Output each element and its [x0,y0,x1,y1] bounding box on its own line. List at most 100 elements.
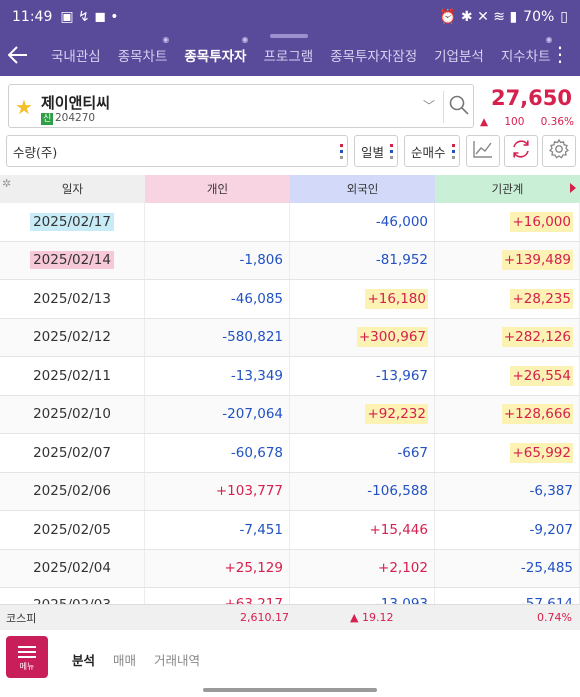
foreign-value: -106,588 [367,483,428,500]
line-chart-icon [472,139,494,163]
table-row[interactable]: 2025/02/17 -46,000 +16,000 [0,203,580,242]
cell-date: 2025/02/14 [0,241,145,279]
foreign-value: +92,232 [365,404,428,425]
header-institution-label: 기관계 [491,182,524,196]
index-percent: 0.74% [537,611,572,624]
cell-institution: +139,489 [435,241,580,279]
tab-company-analysis[interactable]: 기업분석 [434,49,484,65]
table-row[interactable]: 2025/02/05 -7,451 +15,446 -9,207 [0,511,580,550]
stock-selector[interactable]: ★ 제이앤티씨 신 204270 ﹀ [8,84,474,128]
date-value: 2025/02/13 [33,290,111,307]
table-row[interactable]: 2025/02/07 -60,678 -667 +65,992 [0,434,580,473]
cell-institution: +16,000 [435,203,580,241]
star-favorite-icon[interactable]: ★ [15,95,33,119]
cell-date: 2025/02/07 [0,434,145,472]
select-marker-icon [452,144,455,160]
table-row[interactable]: 2025/02/14 -1,806 -81,952 +139,489 [0,241,580,280]
cell-date: 2025/02/11 [0,357,145,395]
cell-individual: -7,451 [145,511,290,549]
table-header: ✲ 일자 개인 외국인 기관계 [0,175,580,203]
table-row[interactable]: 2025/02/04 +25,129 +2,102 -25,485 [0,549,580,588]
filter-controls: 수량(주) 일별 순매수 [6,135,576,167]
cell-institution: +282,126 [435,318,580,356]
foreign-value: +2,102 [378,560,428,577]
cell-foreign: -106,588 [290,472,435,510]
cell-institution: +26,554 [435,357,580,395]
individual-value: -46,085 [230,290,283,307]
individual-value: -1,806 [239,252,283,269]
tab-analysis[interactable]: 분석 [72,653,96,668]
header-foreign[interactable]: 외국인 [290,175,435,203]
table-row[interactable]: 2025/02/12 -580,821 +300,967 +282,126 [0,318,580,357]
tab-index-chart[interactable]: 지수차트 ◉ [501,35,553,65]
table-row[interactable]: 2025/02/10 -207,064 +92,232 +128,666 [0,395,580,434]
table-row-partial[interactable]: 2025/02/03 +63,217 -13,093 -57,614 [0,588,580,614]
refresh-button[interactable] [504,135,538,167]
index-ticker[interactable]: 코스피 2,610.17 ▲ 19.12 0.74% [0,604,580,630]
cell-foreign: +300,967 [290,318,435,356]
institution-value: +65,992 [510,442,573,463]
individual-value: -207,064 [222,406,283,423]
institution-value: +128,666 [501,404,573,425]
search-icon[interactable] [449,95,469,115]
tab-program[interactable]: 프로그램 [263,49,314,65]
header-date[interactable]: ✲ 일자 [0,175,145,203]
index-change: ▲ 19.12 [350,611,393,624]
current-price: 27,650 [490,86,572,110]
individual-value: +103,777 [215,483,283,500]
institution-value: +139,489 [501,250,573,271]
index-change-value: 19.12 [361,611,394,624]
tab-stock-investor[interactable]: 종목투자자 ◉ [184,35,248,65]
cell-date: 2025/02/06 [0,472,145,510]
quantity-select[interactable]: 수량(주) [6,135,348,167]
cell-date: 2025/02/17 [0,203,145,241]
tab-indicator-icon: ◉ [241,35,249,44]
chart-view-button[interactable] [466,135,500,167]
header-individual[interactable]: 개인 [145,175,290,203]
institution-value: -9,207 [529,521,573,538]
cell-individual: -46,085 [145,280,290,318]
new-badge: 신 [41,113,54,125]
gear-icon [548,138,570,164]
cell-individual: -580,821 [145,318,290,356]
cell-date: 2025/02/13 [0,280,145,318]
header-institution[interactable]: 기관계 [435,175,580,203]
individual-value: +25,129 [224,560,283,577]
table-row[interactable]: 2025/02/06 +103,777 -106,588 -6,387 [0,472,580,511]
institution-value: +28,235 [510,288,573,309]
more-vertical-icon[interactable]: ⋮ [550,42,570,66]
date-value: 2025/02/07 [33,444,111,461]
individual-value: -580,821 [222,329,283,346]
table-row[interactable]: 2025/02/13 -46,085 +16,180 +28,235 [0,280,580,319]
type-select-label: 순매수 [411,144,446,160]
settings-button[interactable] [542,135,576,167]
header-date-label: 일자 [61,182,84,196]
cell-foreign: -667 [290,434,435,472]
menu-button[interactable]: 메뉴 [6,636,48,678]
date-value: 2025/02/06 [33,483,111,500]
type-select[interactable]: 순매수 [404,135,460,167]
gear-icon[interactable]: ✲ [2,177,12,190]
tab-domestic-watchlist[interactable]: 국내관심 [51,49,101,65]
home-indicator[interactable] [203,688,377,692]
cell-institution: -9,207 [435,511,580,549]
play-arrow-icon[interactable] [570,183,576,193]
tab-stock-investor-provisional[interactable]: 종목투자자잠정 [330,49,418,65]
table-row[interactable]: 2025/02/11 -13,349 -13,967 +26,554 [0,357,580,396]
system-icons: ⏰ ✱ ✕ ≋ ▮ [439,9,518,25]
cell-individual: -60,678 [145,434,290,472]
drag-handle[interactable] [270,34,308,38]
cell-individual: -13,349 [145,357,290,395]
back-arrow-icon[interactable] [0,34,36,76]
period-select[interactable]: 일별 [354,135,398,167]
tab-indicator-icon: ◉ [162,35,170,44]
foreign-value: +300,967 [356,327,428,348]
foreign-value: -81,952 [375,252,428,269]
chevron-down-icon[interactable]: ﹀ [423,99,436,113]
tab-trade[interactable]: 매매 [113,653,137,668]
tab-stock-chart[interactable]: 종목차트 ◉ [118,35,170,65]
foreign-value: -46,000 [375,213,428,230]
tab-transaction-history[interactable]: 거래내역 [154,653,201,668]
cell-date: 2025/02/10 [0,395,145,433]
battery-level: 70% [523,9,555,25]
